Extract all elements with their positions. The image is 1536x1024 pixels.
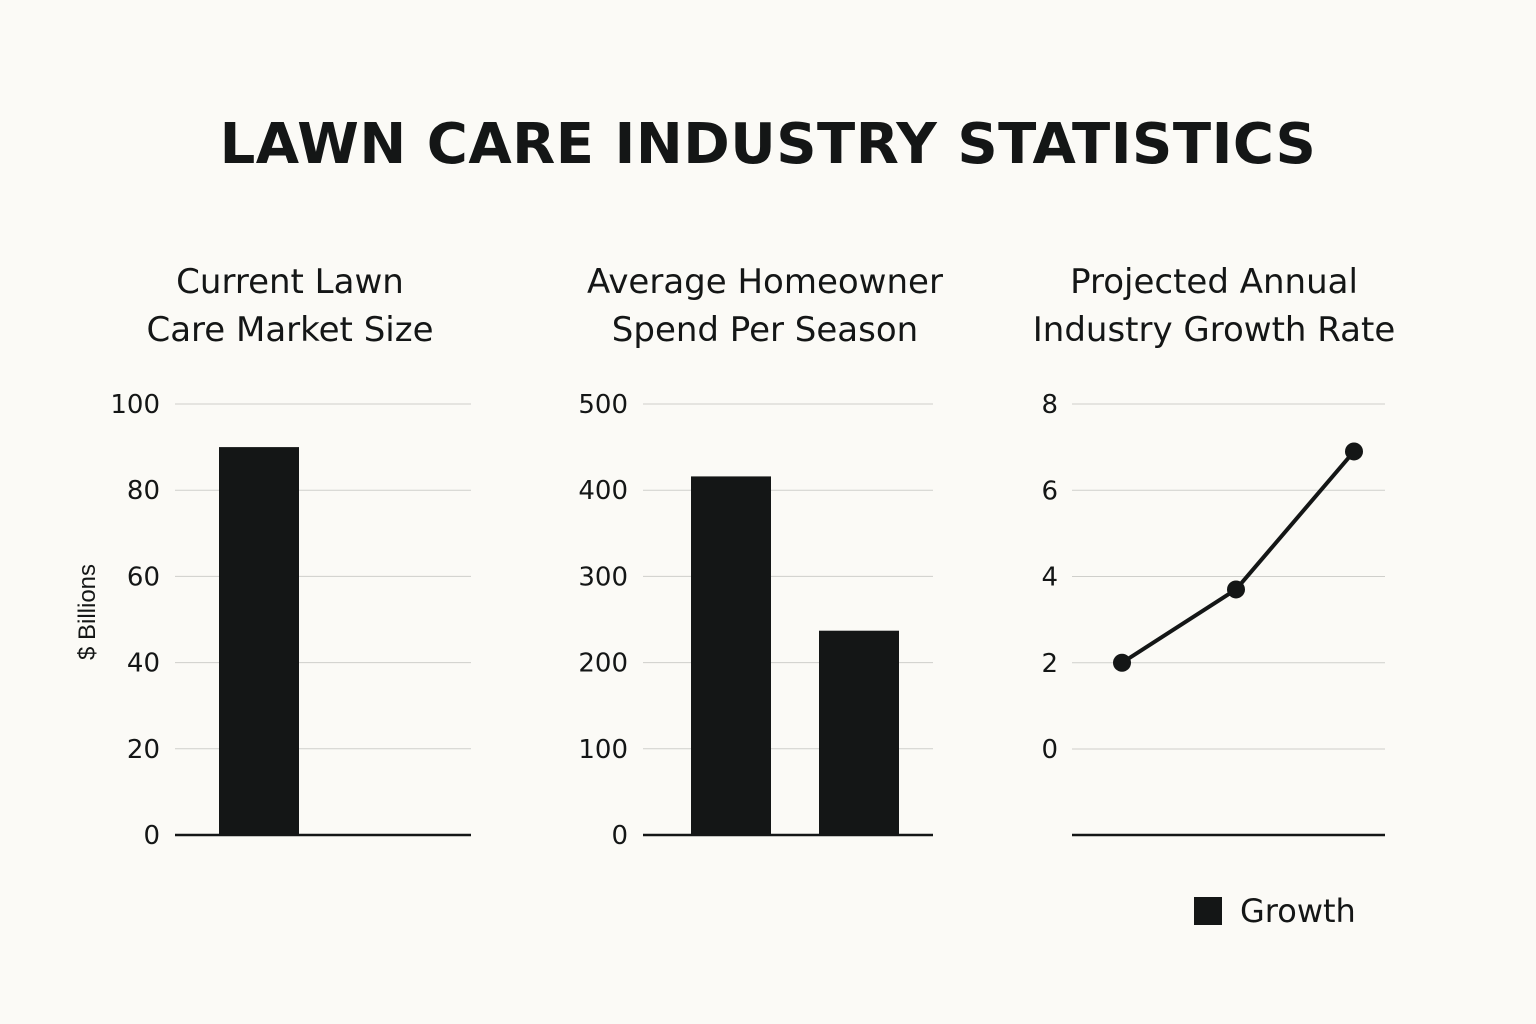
chart2-title: Average Homeowner Spend Per Season	[545, 258, 985, 354]
chart3-legend: Growth	[1194, 892, 1356, 930]
chart2-bar	[819, 630, 899, 835]
chart1-y-tick: 100	[110, 390, 160, 420]
chart2-y-tick: 200	[578, 649, 628, 679]
page-title: LAWN CARE INDUSTRY STATISTICS	[219, 112, 1317, 177]
chart3-title: Projected Annual Industry Growth Rate	[994, 258, 1434, 354]
chart2-bar	[691, 476, 771, 835]
chart2-y-tick: 100	[578, 735, 628, 765]
chart3-y-tick: 4	[1041, 563, 1058, 593]
chart1-title-line1: Current Lawn	[176, 262, 404, 302]
chart2-title-line2: Spend Per Season	[611, 310, 919, 350]
chart1-y-tick: 40	[127, 649, 160, 679]
legend-swatch-growth	[1194, 897, 1222, 925]
chart3-data-point	[1227, 580, 1245, 599]
chart3-y-tick: 2	[1041, 649, 1058, 679]
chart1-y-tick: 0	[143, 821, 160, 851]
chart3-series-line	[1120, 450, 1356, 665]
chart3-y-tick: 6	[1041, 476, 1058, 506]
chart2-y-tick: 300	[578, 562, 628, 592]
chart2-title-line1: Average Homeowner	[587, 262, 943, 302]
legend-label-growth: Growth	[1240, 892, 1356, 930]
chart3-y-tick: 8	[1041, 390, 1058, 420]
chart3-data-point	[1113, 653, 1131, 672]
chart3-data-point	[1345, 442, 1363, 461]
chart2-y-tick: 400	[578, 476, 628, 506]
chart1-title: Current Lawn Care Market Size	[70, 258, 510, 354]
chart3-y-tick: 0	[1041, 735, 1058, 765]
chart2-y-tick: 0	[611, 821, 628, 851]
chart1-title-line2: Care Market Size	[146, 310, 434, 350]
chart3-title-line2: Industry Growth Rate	[1032, 310, 1396, 350]
chart3-title-line1: Projected Annual	[1070, 262, 1358, 302]
chart1-y-tick: 80	[127, 476, 160, 506]
chart1-y-tick: 20	[127, 735, 160, 765]
chart2-y-tick: 500	[578, 390, 628, 420]
chart1-y-tick: 60	[127, 562, 160, 592]
chart1-bar	[219, 447, 299, 835]
